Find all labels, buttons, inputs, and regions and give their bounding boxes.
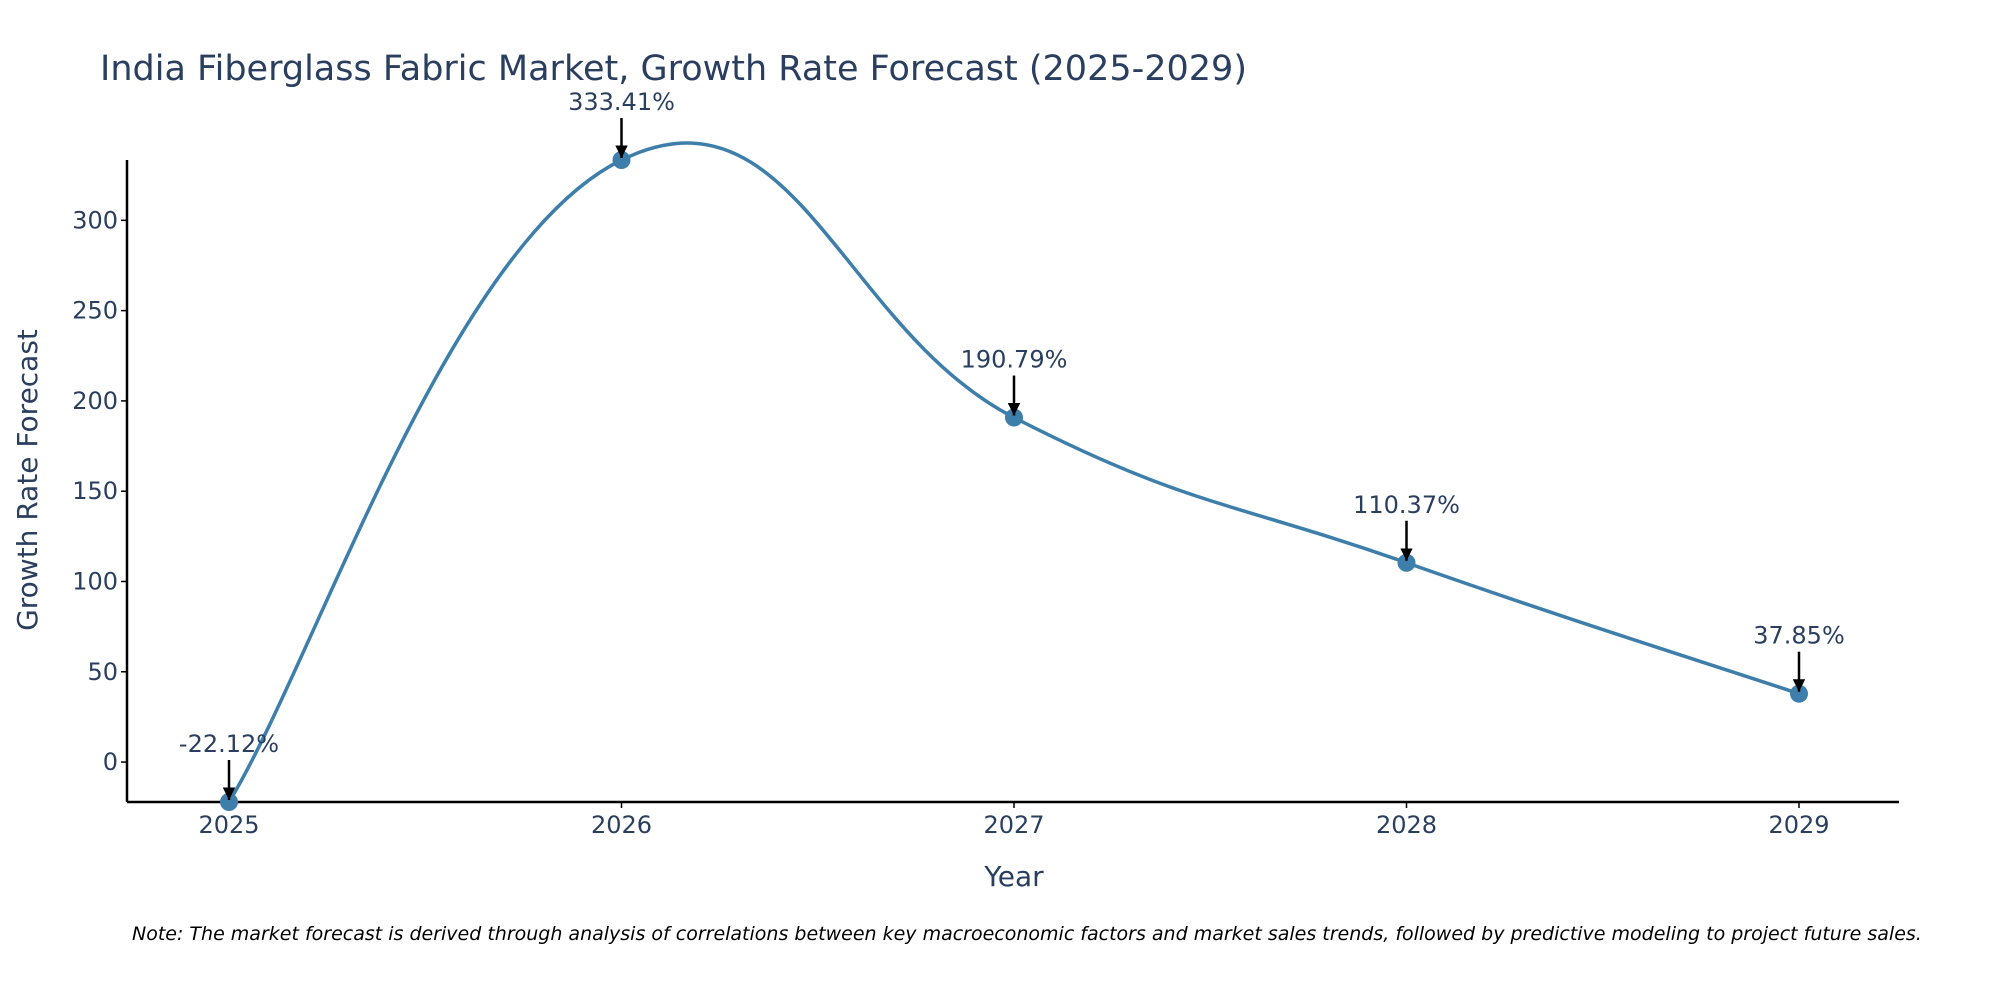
- y-axis-ticks: 0 50 100 150 200 250 300: [72, 206, 127, 776]
- x-tick-label: 2026: [591, 811, 652, 839]
- x-tick-label: 2027: [983, 811, 1044, 839]
- y-axis-title: Growth Rate Forecast: [11, 329, 44, 631]
- x-axis-ticks: 2025 2026 2027 2028 2029: [198, 802, 1830, 839]
- data-label-2025: -22.12%: [179, 730, 279, 758]
- chart-title: India Fiberglass Fabric Market, Growth R…: [100, 49, 1247, 89]
- y-tick-label: 200: [72, 387, 118, 415]
- y-tick-label: 150: [72, 477, 118, 505]
- forecast-note: Note: The market forecast is derived thr…: [132, 923, 1922, 945]
- data-label-2028: 110.37%: [1353, 491, 1460, 519]
- x-tick-label: 2028: [1376, 811, 1437, 839]
- x-axis-title: Year: [983, 860, 1044, 893]
- data-label-2026: 333.41%: [568, 88, 675, 116]
- y-tick-label: 50: [87, 658, 118, 686]
- data-label-2027: 190.79%: [961, 346, 1068, 374]
- data-label-2029: 37.85%: [1753, 622, 1845, 650]
- data-annotations: -22.12% 333.41% 190.79% 110.37% 37.85%: [179, 88, 1845, 800]
- data-points: [220, 151, 1808, 811]
- x-tick-label: 2025: [198, 811, 259, 839]
- y-tick-label: 0: [103, 748, 118, 776]
- y-tick-label: 250: [72, 297, 118, 325]
- series-line: [227, 141, 1801, 804]
- y-tick-label: 100: [72, 567, 118, 595]
- y-tick-label: 300: [72, 206, 118, 234]
- x-tick-label: 2029: [1768, 811, 1829, 839]
